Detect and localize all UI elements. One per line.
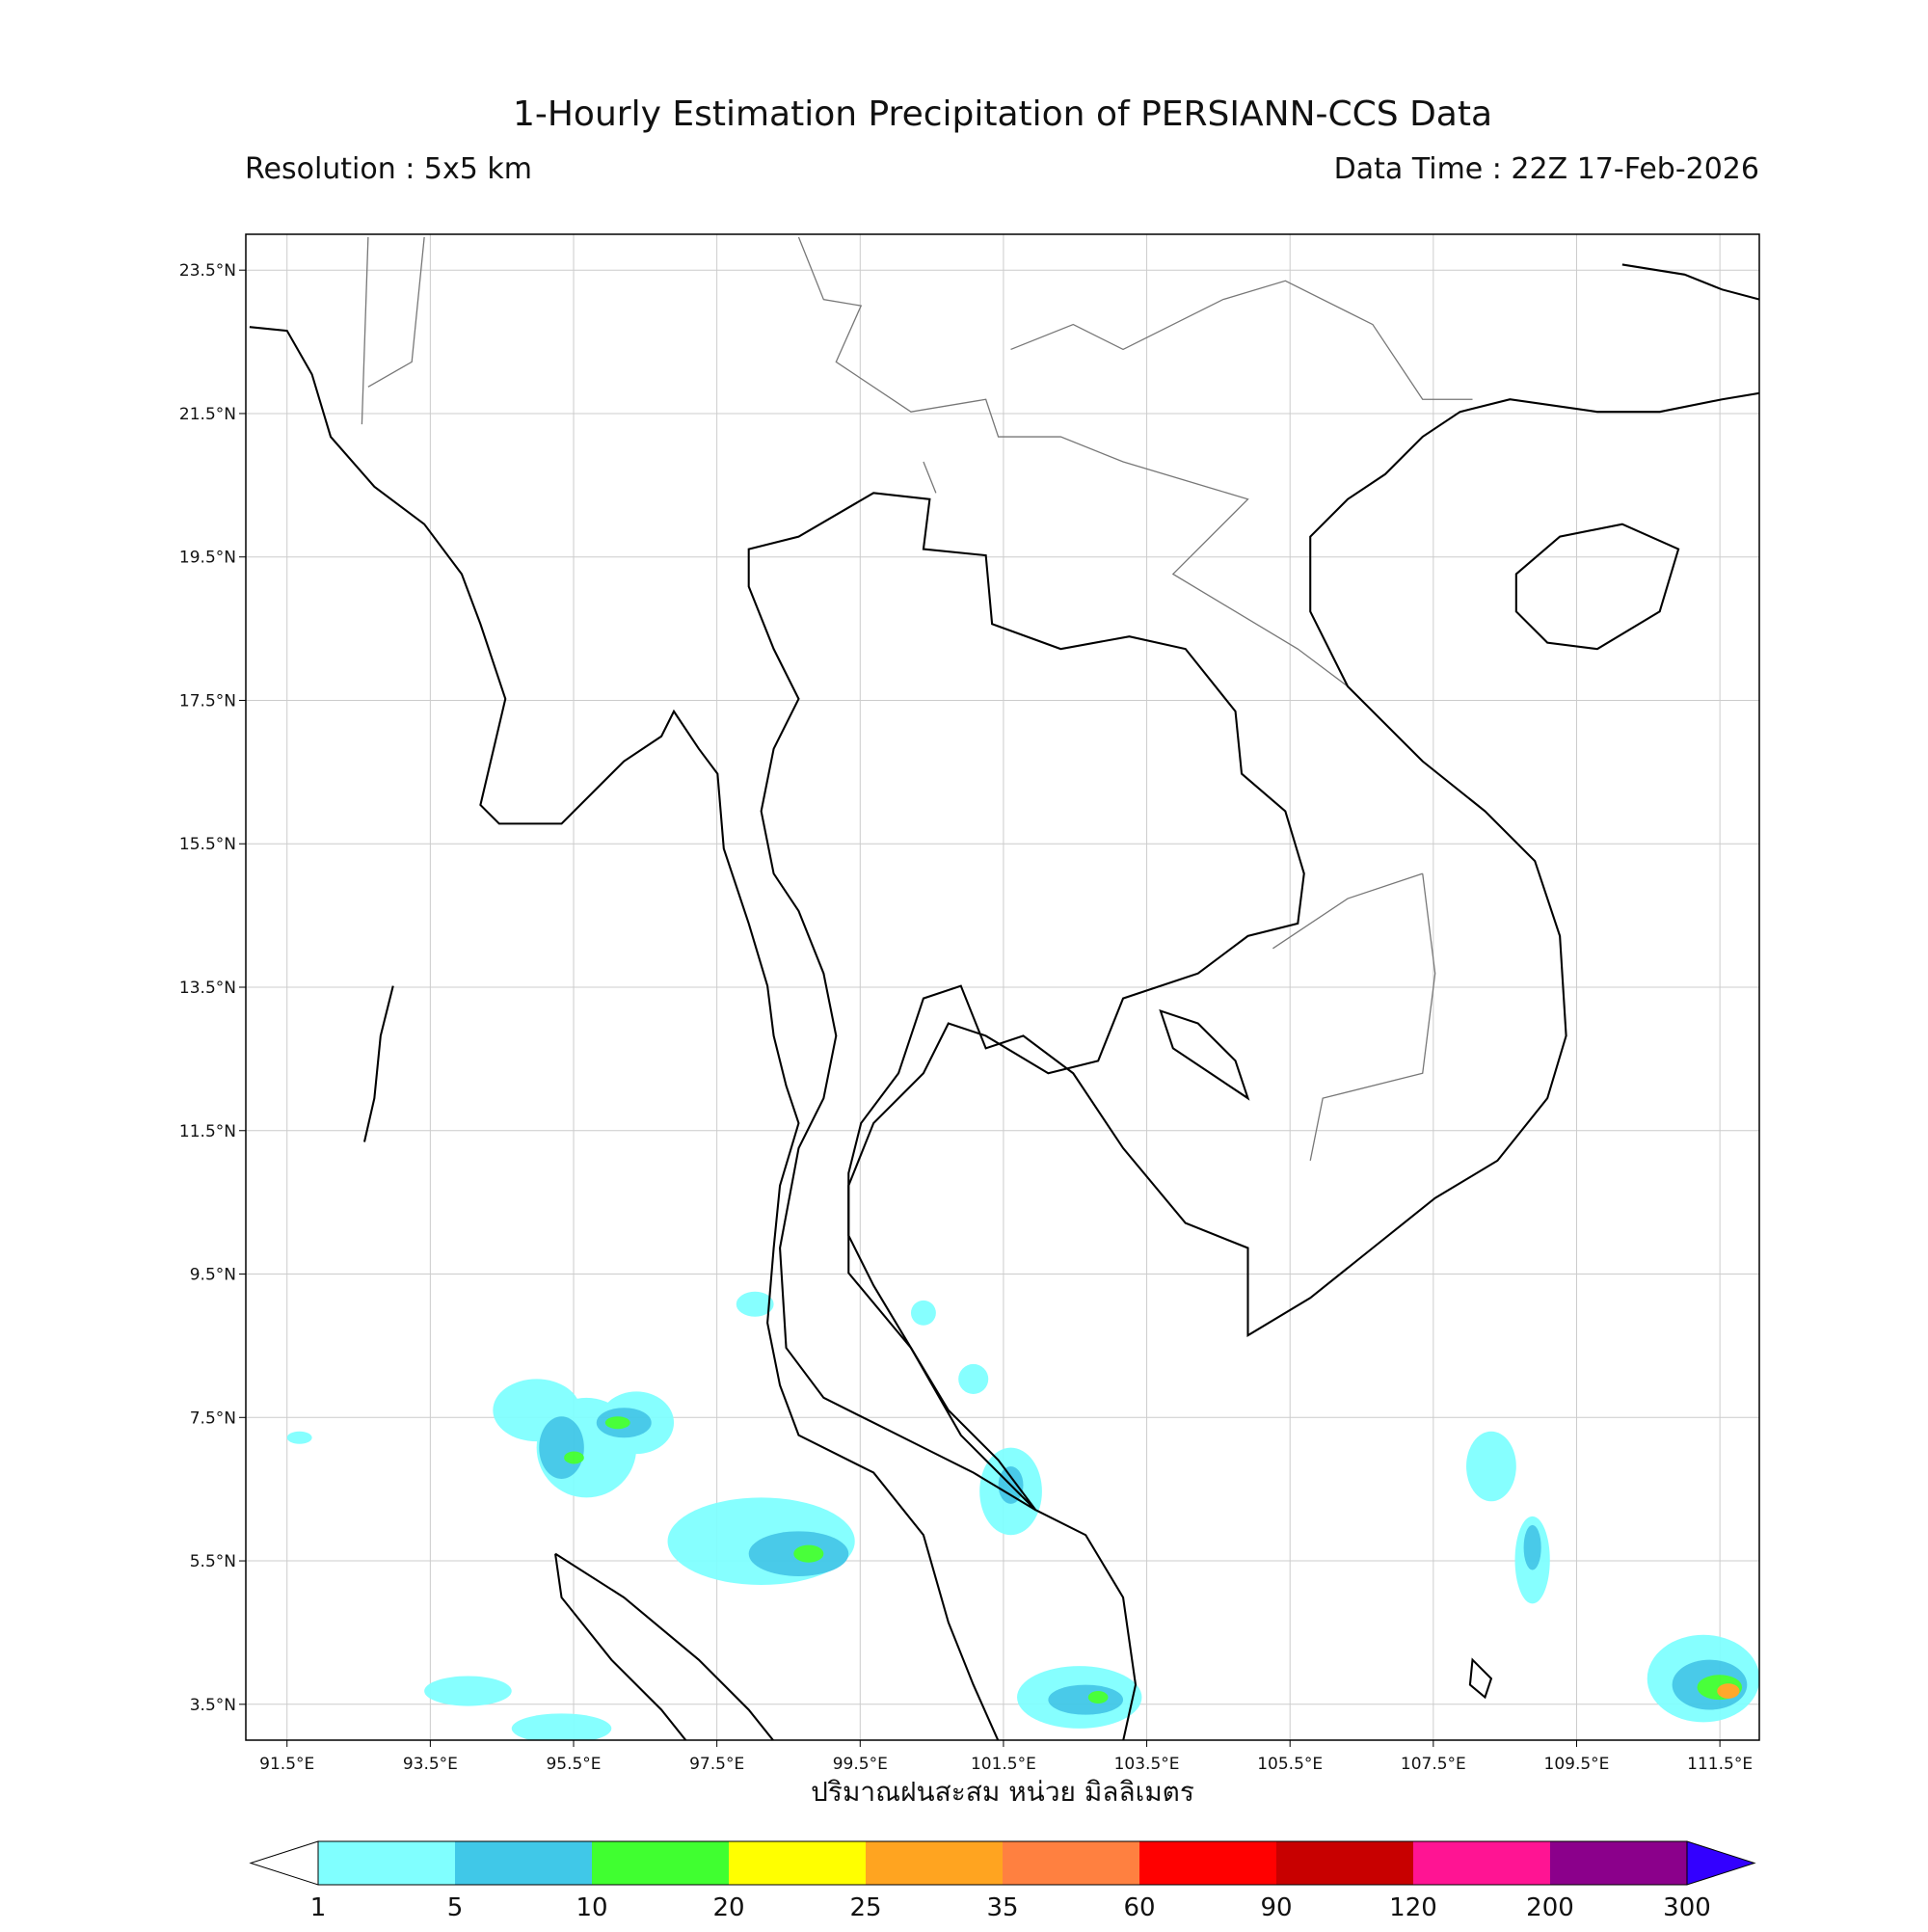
x-tick-label: 93.5°E xyxy=(403,1755,458,1774)
colorbar-box xyxy=(1413,1841,1550,1885)
title: 1-Hourly Estimation Precipitation of PER… xyxy=(513,94,1492,134)
x-tick-label: 99.5°E xyxy=(833,1755,888,1774)
colorbar-box xyxy=(729,1841,866,1885)
data-time: Data Time : 22Z 17-Feb-2026 xyxy=(1334,152,1759,186)
x-tick-label: 103.5°E xyxy=(1114,1755,1180,1774)
colorbar-label: 200 xyxy=(1526,1893,1574,1922)
colorbar-box xyxy=(1550,1841,1687,1885)
colorbar-outline xyxy=(317,1840,1688,1886)
colorbar-label: 1 xyxy=(310,1893,327,1922)
colorbar-label: 25 xyxy=(849,1893,881,1922)
thailand-outline xyxy=(747,492,1305,1512)
x-tick-label: 105.5°E xyxy=(1257,1755,1323,1774)
colorbar-under xyxy=(249,1840,319,1886)
y-tick-label: 17.5°N xyxy=(179,691,236,711)
colorbar-label: 5 xyxy=(447,1893,464,1922)
colorbar-label: 90 xyxy=(1260,1893,1292,1922)
x-label: ปริมาณฝนสะสม หน่วย มิลลิเมตร xyxy=(811,1776,1194,1808)
colorbar-box xyxy=(1139,1841,1276,1885)
colorbar-label: 300 xyxy=(1663,1893,1711,1922)
x-tick-label: 101.5°E xyxy=(971,1755,1036,1774)
grid xyxy=(246,234,1759,1740)
y-tick-label: 13.5°N xyxy=(179,979,236,998)
y-tick-label: 3.5°N xyxy=(190,1696,236,1715)
map-layer xyxy=(249,236,1759,1740)
y-tick-label: 21.5°N xyxy=(179,405,236,424)
x-tick-label: 97.5°E xyxy=(689,1755,744,1774)
x-tick-label: 111.5°E xyxy=(1687,1755,1753,1774)
colorbar-label: 20 xyxy=(712,1893,744,1922)
colorbar: 1 5 10 20 25 35 60 90 120 200 300 xyxy=(249,1840,1756,1922)
rain-areas xyxy=(286,1291,1759,1740)
y-tick-label: 11.5°N xyxy=(179,1122,236,1141)
x-tick-label: 107.5°E xyxy=(1401,1755,1466,1774)
coastline xyxy=(249,263,1759,1740)
y-tick-label: 15.5°N xyxy=(179,835,236,854)
y-tick-label: 19.5°N xyxy=(179,549,236,568)
colorbar-box xyxy=(1276,1841,1413,1885)
colorbar-box xyxy=(592,1841,729,1885)
colorbar-label: 120 xyxy=(1389,1893,1437,1922)
x-tick-label: 91.5°E xyxy=(259,1755,314,1774)
x-tick-label: 95.5°E xyxy=(546,1755,601,1774)
colorbar-over xyxy=(1686,1840,1756,1886)
colorbar-box xyxy=(318,1841,455,1885)
colorbar-label: 10 xyxy=(576,1893,607,1922)
colorbar-box xyxy=(1003,1841,1139,1885)
y-tick-label: 9.5°N xyxy=(190,1266,236,1285)
colorbar-box xyxy=(455,1841,592,1885)
geography xyxy=(249,236,1759,1740)
y-tick-label: 5.5°N xyxy=(190,1552,236,1571)
colorbar-label: 60 xyxy=(1123,1893,1155,1922)
colorbar-box xyxy=(866,1841,1003,1885)
border xyxy=(361,236,1473,1162)
y-tick-label: 23.5°N xyxy=(179,261,236,281)
resolution: Resolution : 5x5 km xyxy=(245,152,532,186)
x-tick-label: 109.5°E xyxy=(1544,1755,1610,1774)
y-tick-label: 7.5°N xyxy=(190,1409,236,1428)
colorbar-label: 35 xyxy=(986,1893,1018,1922)
